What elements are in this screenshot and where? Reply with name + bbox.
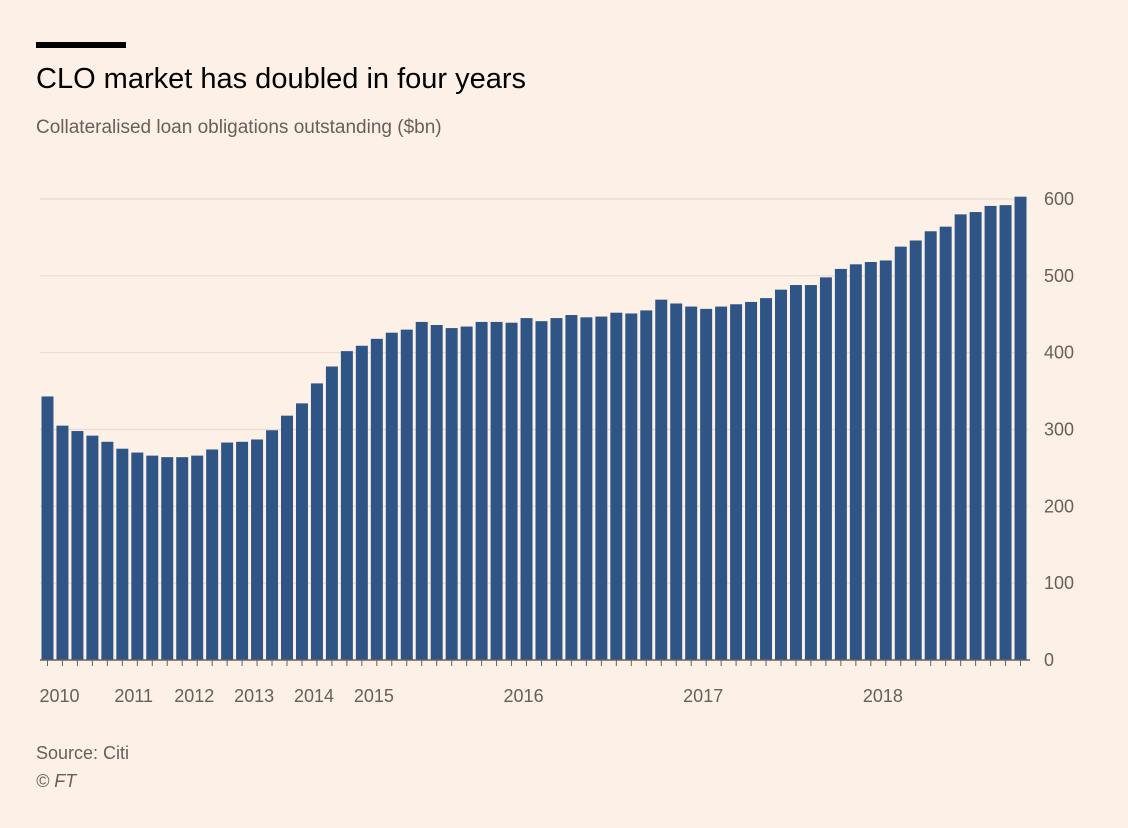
bar	[535, 321, 548, 660]
bar	[400, 329, 413, 660]
bar	[415, 321, 428, 660]
bar	[864, 262, 877, 660]
y-tick-label: 300	[1044, 420, 1074, 440]
bar	[41, 396, 54, 660]
bar	[101, 441, 114, 660]
bar	[310, 383, 323, 660]
y-tick-label: 0	[1044, 650, 1054, 670]
bar	[745, 301, 758, 660]
bar	[221, 442, 234, 660]
bar	[924, 231, 937, 660]
gridlines	[40, 198, 1028, 584]
bar	[775, 289, 787, 660]
bar	[56, 425, 69, 660]
bar-chart: 0 100 200 300 400 500 600 2010 2011 2012 2013 2014…	[39, 189, 1074, 706]
x-tick-label: 2015	[354, 686, 394, 706]
bar	[655, 299, 668, 660]
bar	[520, 318, 533, 660]
bar	[909, 240, 922, 661]
bar	[266, 430, 279, 660]
chart-subtitle: Collateralised loan obligations outstand…	[36, 117, 442, 138]
copyright-note: © FT	[36, 771, 77, 791]
bar	[849, 264, 862, 660]
x-tick-label: 2018	[863, 686, 903, 706]
x-axis-labels: 2010 2011 2012 2013 2014 2015 2016 2017 2018	[39, 686, 902, 706]
x-tick-label: 2013	[234, 686, 274, 706]
bar	[445, 328, 458, 660]
x-tick-label: 2011	[114, 686, 153, 706]
bar	[819, 277, 832, 660]
x-tick-label: 2014	[294, 686, 334, 706]
y-tick-label: 400	[1044, 343, 1074, 363]
y-axis-labels: 0 100 200 300 400 500 600	[1044, 189, 1074, 670]
bar	[879, 260, 892, 660]
bar	[460, 326, 473, 660]
bar	[685, 306, 698, 660]
bar	[834, 268, 847, 660]
bar	[191, 455, 204, 660]
bar	[984, 205, 997, 661]
source-note: Source: Citi	[36, 743, 130, 763]
bar	[251, 439, 264, 660]
bar	[1014, 196, 1027, 660]
bar	[595, 316, 608, 660]
y-tick-label: 500	[1044, 266, 1074, 286]
bar	[804, 285, 817, 660]
bar	[161, 457, 174, 660]
bar	[295, 403, 308, 660]
bar	[340, 351, 353, 660]
bar	[670, 303, 683, 660]
bar	[954, 214, 967, 660]
bar	[969, 212, 982, 661]
x-tick-label: 2017	[683, 686, 723, 706]
bar	[730, 304, 743, 660]
bar	[760, 298, 773, 660]
bar	[640, 310, 653, 660]
x-tick-label: 2010	[39, 686, 79, 706]
bar	[625, 313, 638, 660]
bar	[71, 431, 84, 660]
bar	[715, 306, 728, 660]
bar	[789, 285, 802, 660]
bar	[206, 449, 219, 660]
bar	[565, 315, 578, 660]
bar	[894, 246, 907, 661]
bar	[86, 435, 99, 660]
top-rule	[36, 42, 126, 48]
y-tick-label: 200	[1044, 496, 1074, 516]
bar	[490, 321, 503, 660]
y-tick-label: 100	[1044, 573, 1074, 593]
bar	[146, 455, 159, 660]
bar	[116, 448, 129, 660]
bar	[281, 415, 293, 660]
x-tick-label: 2016	[504, 686, 544, 706]
bar	[475, 321, 488, 660]
bar	[700, 308, 713, 660]
bar	[176, 457, 189, 660]
bar	[580, 317, 593, 660]
bar	[505, 322, 518, 660]
bar	[131, 452, 144, 660]
bar	[430, 325, 443, 660]
bar	[325, 366, 338, 660]
bar	[610, 312, 623, 660]
bar	[939, 226, 952, 660]
bar	[999, 205, 1012, 660]
bars	[41, 196, 1027, 661]
bar	[370, 338, 383, 660]
x-tick-label: 2012	[174, 686, 214, 706]
bar	[355, 345, 368, 660]
bar	[550, 318, 563, 660]
chart-title: CLO market has doubled in four years	[36, 63, 527, 95]
y-tick-label: 600	[1044, 189, 1074, 209]
bar	[385, 332, 398, 660]
x-axis	[40, 659, 1030, 666]
bar	[236, 441, 249, 660]
